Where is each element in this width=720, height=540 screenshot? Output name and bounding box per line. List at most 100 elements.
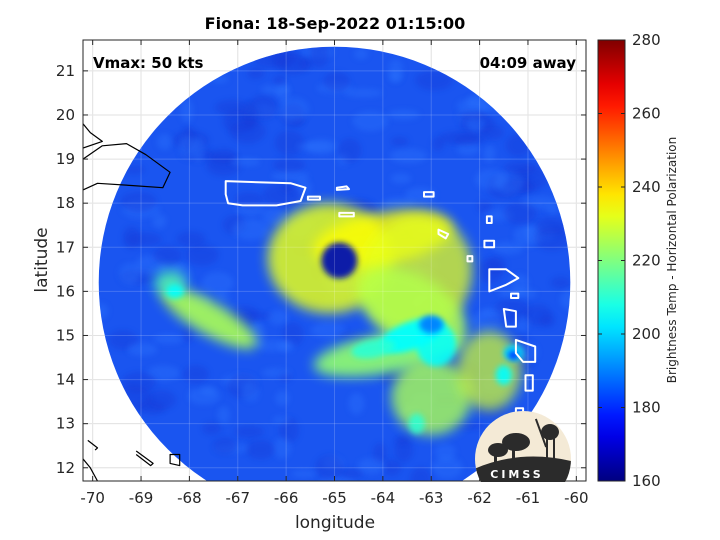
swath-texture xyxy=(494,299,530,319)
swath-texture xyxy=(176,231,206,247)
swath-texture xyxy=(123,165,145,175)
swath-texture xyxy=(234,425,264,438)
swath-texture xyxy=(503,201,537,225)
swath-texture xyxy=(513,224,543,247)
east-cells xyxy=(457,330,522,411)
coastline-barbuda xyxy=(485,215,493,224)
coastline-montserrat xyxy=(466,255,474,263)
swath-texture xyxy=(389,148,428,164)
swath-texture xyxy=(260,84,290,95)
colorbar-tick-label: 160 xyxy=(632,472,661,490)
swath-texture xyxy=(315,454,343,480)
swath-texture xyxy=(247,67,265,80)
x-axis-label: longitude xyxy=(295,513,375,533)
swath-texture xyxy=(229,118,266,144)
east-yellow-cell xyxy=(495,365,512,386)
swath-texture xyxy=(181,324,195,343)
y-tick-label: 17 xyxy=(56,238,75,256)
coastline-haiti-north xyxy=(83,123,103,149)
swath-texture xyxy=(273,158,306,172)
y-tick-label: 14 xyxy=(56,371,75,389)
swath-texture xyxy=(483,145,496,163)
coastline-venezuela-coast xyxy=(83,458,99,481)
swath-texture xyxy=(492,241,524,255)
swath-texture xyxy=(234,192,264,207)
swath-texture xyxy=(254,339,291,352)
swath-texture xyxy=(344,88,383,98)
colorbar-tick-label: 280 xyxy=(632,31,661,49)
coastline-anguilla xyxy=(423,191,435,198)
swath-texture xyxy=(180,98,194,124)
swath-texture xyxy=(273,75,286,86)
swath-texture xyxy=(156,133,173,150)
coastline-st-kitts xyxy=(437,228,450,240)
storm-eye xyxy=(321,242,358,279)
swath-texture xyxy=(230,157,261,167)
swath-texture xyxy=(241,382,260,403)
convection-orange xyxy=(419,315,444,334)
swath-texture xyxy=(353,48,369,60)
swath-texture xyxy=(153,334,184,344)
x-tick-label: -69 xyxy=(129,489,154,507)
swath-texture xyxy=(291,469,317,478)
swath-texture xyxy=(415,70,453,91)
swath-texture xyxy=(310,322,346,339)
swath-texture xyxy=(474,169,507,190)
y-tick-label: 20 xyxy=(56,106,75,124)
coastline-martinique xyxy=(514,338,537,363)
coastline-aruba xyxy=(87,439,99,451)
coastline-st-croix xyxy=(338,211,355,218)
swath-texture xyxy=(213,437,237,455)
coastline-antigua xyxy=(483,239,496,249)
swath-texture xyxy=(210,149,238,165)
x-tick-label: -65 xyxy=(322,489,347,507)
swath-texture xyxy=(471,311,503,331)
axis-ticks: -70 -69 -68 -67 -66 -65 -64 -63 -62 -61 -60 12 13 14 1… xyxy=(56,40,589,507)
swath-texture xyxy=(273,437,291,459)
coastline-st-lucia xyxy=(524,374,534,392)
swath-texture xyxy=(453,134,487,145)
colorbar-tick-label: 260 xyxy=(632,105,661,123)
time-away-annotation: 04:09 away xyxy=(480,54,577,72)
swath-texture xyxy=(152,213,167,229)
chart-title: Fiona: 18-Sep-2022 01:15:00 xyxy=(205,14,466,33)
colorbar-tick-label: 220 xyxy=(632,252,661,270)
swath-texture xyxy=(202,271,234,294)
coastline-guadeloupe xyxy=(488,268,520,293)
x-tick-label: -68 xyxy=(177,489,202,507)
y-tick-label: 21 xyxy=(56,62,75,80)
colorbar-label: Brightness Temp - Horizontal Polarizatio… xyxy=(665,137,679,384)
swath-texture xyxy=(145,390,176,411)
x-tick-label: -66 xyxy=(274,489,299,507)
swath-texture xyxy=(217,406,230,425)
swath-texture xyxy=(202,422,222,435)
colorbar xyxy=(597,39,626,482)
swath-texture xyxy=(550,276,571,289)
swath-texture xyxy=(383,197,416,208)
swath-texture xyxy=(281,183,294,193)
swath-texture xyxy=(185,244,219,266)
y-tick-label: 19 xyxy=(56,150,75,168)
western-band xyxy=(160,287,258,349)
swath-texture xyxy=(338,331,362,341)
swath-texture xyxy=(120,191,157,212)
cimss-logo-text: CIMSS xyxy=(490,468,543,481)
swath-texture xyxy=(216,291,230,301)
swath-texture xyxy=(108,330,138,350)
y-tick-label: 15 xyxy=(56,326,75,344)
swath-texture xyxy=(246,439,275,460)
coastline-marie-galante xyxy=(510,292,520,299)
swath-texture xyxy=(323,71,350,92)
swath-texture xyxy=(431,136,445,152)
swath-texture xyxy=(339,468,364,478)
swath-texture xyxy=(178,134,196,159)
swath-texture xyxy=(318,476,356,481)
south-yellow-cell xyxy=(408,413,425,434)
coastline-bonaire xyxy=(169,453,181,467)
swath-texture xyxy=(348,392,365,415)
swath-texture xyxy=(261,207,287,226)
swath-texture xyxy=(187,387,221,405)
swath-texture xyxy=(338,138,362,163)
coastline-vieques xyxy=(306,195,321,201)
